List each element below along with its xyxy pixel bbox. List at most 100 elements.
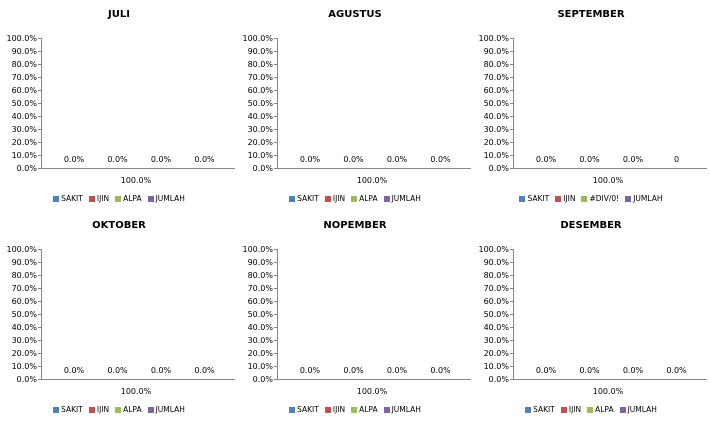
legend-label: IJIN (332, 405, 346, 414)
legend: SAKIT IJIN ALPA JUMLAH (1, 405, 237, 414)
legend: SAKIT IJIN ALPA JUMLAH (237, 194, 473, 203)
legend-label: JUMLAH (627, 405, 657, 414)
y-tick-label: 80.0% (248, 60, 274, 69)
legend-swatch (383, 406, 390, 413)
chart-panel-agustus: AGUSTUS 0.0% 10.0% 20.0% 30.0% 40.0% 50.0% 60.0… (237, 0, 473, 210)
legend-swatch (53, 195, 60, 202)
legend-item: JUMLAH (619, 405, 657, 414)
y-tick-label: 20.0% (248, 138, 274, 147)
y-tick-label: 20.0% (12, 349, 38, 358)
legend-swatch (147, 195, 154, 202)
y-tick-label: 70.0% (12, 73, 38, 82)
legend-swatch (289, 195, 296, 202)
y-tick-label: 60.0% (12, 297, 38, 306)
data-label: 0.0% (151, 155, 172, 164)
legend-swatch (555, 195, 562, 202)
chart-panel-juli: JULI 0.0% 10.0% 20.0% 30.0% 40.0% 50.0% 60.0% 70… (1, 0, 237, 210)
y-tick-label: 60.0% (248, 86, 274, 95)
legend-label: SAKIT (297, 405, 319, 414)
chart-panel-nopember: NOPEMBER 0.0% 10.0% 20.0% 30.0% 40.0% 50.0% 60.… (237, 211, 473, 421)
legend: SAKIT IJIN ALPA JUMLAH (473, 405, 709, 414)
x-category-label: 100.0% (121, 176, 152, 185)
legend-item: JUMLAH (625, 194, 663, 203)
legend: SAKIT IJIN ALPA JUMLAH (1, 194, 237, 203)
data-label: 0.0% (64, 155, 85, 164)
chart-title: AGUSTUS (328, 9, 382, 20)
legend-item: SAKIT (53, 405, 83, 414)
legend-swatch (619, 406, 626, 413)
data-label: 0.0% (579, 155, 600, 164)
y-tick-label: 50.0% (484, 99, 510, 108)
legend-swatch (351, 406, 358, 413)
y-tick-label: 70.0% (484, 73, 510, 82)
legend-item: SAKIT (53, 194, 83, 203)
legend-swatch (625, 195, 632, 202)
y-tick-label: 30.0% (248, 125, 274, 134)
x-category-label: 100.0% (357, 176, 388, 185)
x-category-label: 100.0% (593, 176, 624, 185)
legend-item: ALPA (351, 194, 378, 203)
data-label: 0.0% (343, 155, 364, 164)
y-tick-label: 10.0% (248, 151, 274, 160)
legend-swatch (88, 406, 95, 413)
y-tick-label: 40.0% (248, 112, 274, 121)
y-tick-label: 90.0% (484, 47, 510, 56)
y-tick-label: 70.0% (248, 284, 274, 293)
data-label: 0.0% (194, 155, 215, 164)
chart-title: NOPEMBER (323, 220, 387, 231)
data-label: 0.0% (300, 155, 321, 164)
y-tick-label: 90.0% (248, 258, 274, 267)
legend-item: ALPA (351, 405, 378, 414)
y-tick-label: 40.0% (248, 323, 274, 332)
legend-item: #DIV/0! (581, 194, 619, 203)
y-tick-label: 30.0% (484, 125, 510, 134)
y-tick-label: 0.0% (17, 164, 38, 173)
y-tick-label: 0.0% (17, 375, 38, 384)
y-tick-label: 60.0% (484, 86, 510, 95)
data-label: 0.0% (64, 366, 85, 375)
y-tick-label: 10.0% (484, 151, 510, 160)
legend-item: SAKIT (525, 405, 555, 414)
y-tick-label: 40.0% (484, 323, 510, 332)
y-tick-label: 100.0% (242, 245, 273, 254)
y-tick-label: 0.0% (253, 375, 274, 384)
legend-swatch (53, 406, 60, 413)
y-tick-label: 80.0% (12, 271, 38, 280)
x-category-label: 100.0% (593, 387, 624, 396)
legend-label: JUMLAH (633, 194, 663, 203)
y-tick-label: 30.0% (248, 336, 274, 345)
x-category-label: 100.0% (121, 387, 152, 396)
data-label: 0.0% (300, 366, 321, 375)
legend-label: #DIV/0! (589, 194, 620, 203)
legend-item: ALPA (115, 194, 142, 203)
legend-swatch (525, 406, 532, 413)
y-tick-label: 20.0% (484, 349, 510, 358)
legend-label: JUMLAH (155, 405, 185, 414)
legend-item: SAKIT (519, 194, 549, 203)
legend-label: IJIN (568, 405, 582, 414)
data-label: 0 (674, 155, 679, 164)
legend-item: IJIN (324, 194, 345, 203)
y-tick-label: 60.0% (484, 297, 510, 306)
legend-swatch (115, 195, 122, 202)
y-tick-label: 60.0% (12, 86, 38, 95)
data-label: 0.0% (343, 366, 364, 375)
x-category-label: 100.0% (357, 387, 388, 396)
legend-item: SAKIT (289, 194, 319, 203)
y-tick-label: 80.0% (484, 60, 510, 69)
y-tick-label: 50.0% (484, 310, 510, 319)
y-tick-label: 40.0% (12, 112, 38, 121)
legend-item: JUMLAH (147, 194, 185, 203)
data-label: 0.0% (579, 366, 600, 375)
y-tick-label: 40.0% (484, 112, 510, 121)
y-tick-label: 0.0% (489, 164, 510, 173)
y-tick-label: 70.0% (12, 284, 38, 293)
data-label: 0.0% (107, 155, 128, 164)
y-tick-label: 80.0% (248, 271, 274, 280)
data-label: 0.0% (151, 366, 172, 375)
legend-label: SAKIT (527, 194, 550, 203)
legend-item: ALPA (115, 405, 142, 414)
y-tick-label: 10.0% (12, 151, 38, 160)
legend-swatch (324, 406, 331, 413)
